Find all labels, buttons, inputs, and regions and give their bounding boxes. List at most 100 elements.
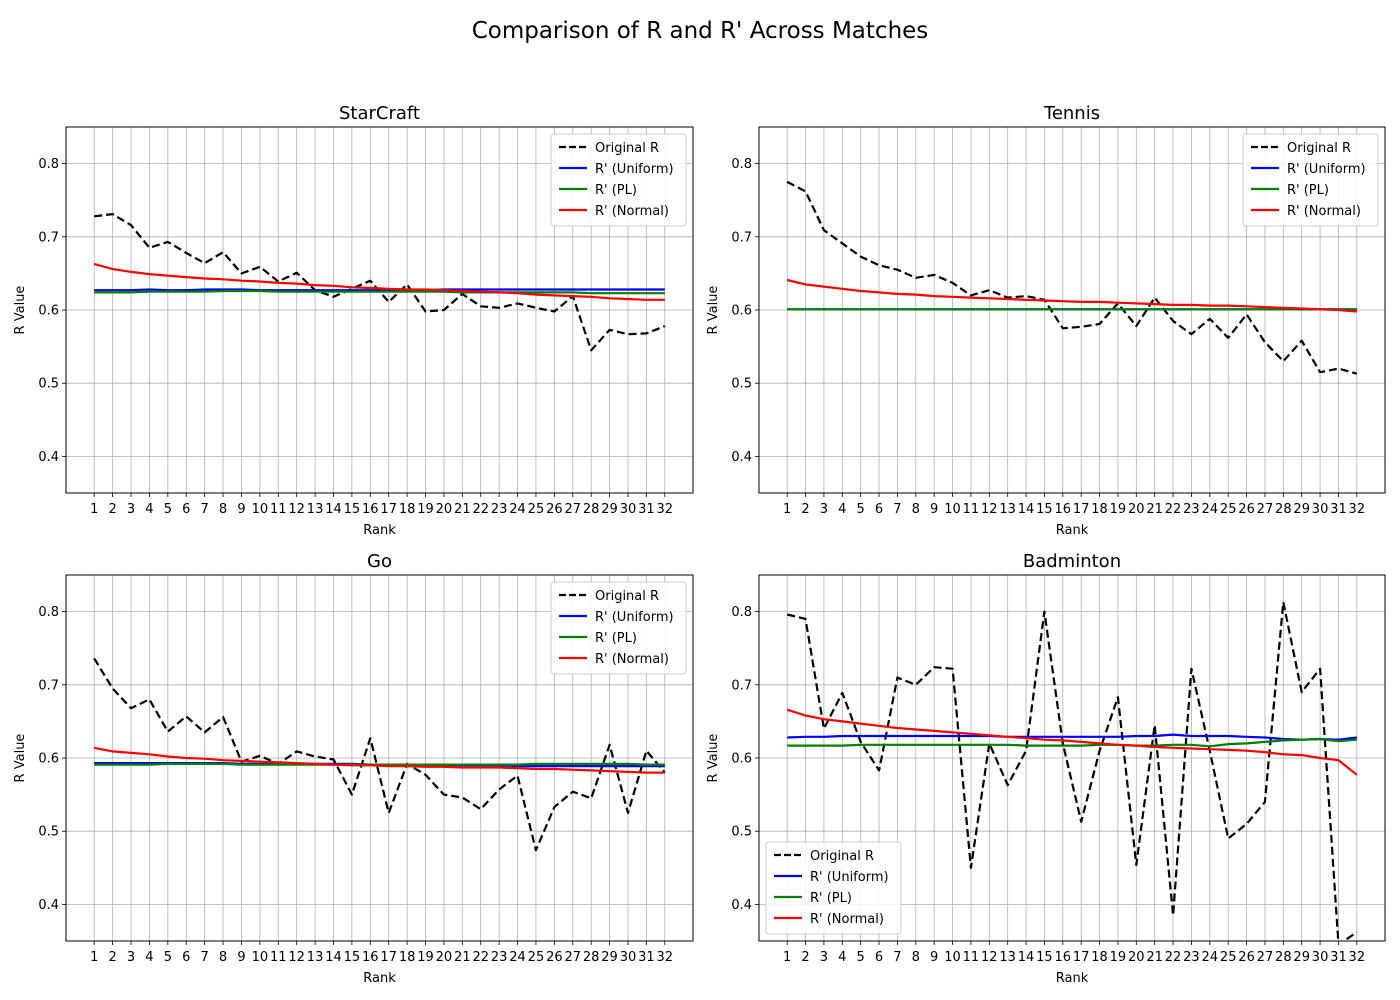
x-tick-label: 5 (857, 950, 865, 965)
series-line-r-normal (786, 278, 1357, 313)
x-tick-label: 27 (564, 502, 581, 517)
legend-label: Original R (810, 849, 874, 864)
x-tick-label: 16 (1055, 950, 1072, 965)
x-tick-label: 20 (1128, 950, 1145, 965)
x-tick-label: 17 (380, 502, 397, 517)
x-tick-label: 20 (436, 950, 453, 965)
chart-title: Go (367, 551, 392, 572)
x-tick-label: 24 (1202, 950, 1219, 965)
x-tick-label: 9 (237, 502, 245, 517)
x-tick-label: 9 (237, 950, 245, 965)
x-ticks: 1 2 3 4 5 6 7 8 9 10 11 12 13 14 15 16 17 18 19 20 21 22 23 24 2… (783, 941, 1365, 965)
x-tick-label: 22 (472, 502, 489, 517)
x-tick-label: 4 (838, 502, 846, 517)
series-group (786, 600, 1358, 941)
x-tick-label: 18 (1091, 950, 1108, 965)
legend-label: R' (Normal) (810, 912, 884, 927)
x-tick-label: 10 (944, 950, 961, 965)
x-tick-label: 1 (783, 950, 791, 965)
chart-tennis: 1 2 3 4 5 6 7 8 9 10 11 12 13 14 15 16 17 18 19 20 21 22 23 24 2… (706, 103, 1386, 538)
series-line-r-normal (93, 746, 665, 774)
y-tick-label: 0.6 (731, 304, 752, 319)
x-tick-label: 29 (601, 950, 618, 965)
x-tick-label: 25 (1220, 502, 1237, 517)
y-axis-label: R Value (13, 286, 28, 335)
x-tick-label: 20 (1128, 502, 1145, 517)
x-axis-label: Rank (363, 523, 396, 538)
x-tick-label: 12 (288, 950, 305, 965)
x-tick-label: 19 (1110, 950, 1127, 965)
x-tick-label: 31 (1330, 502, 1347, 517)
x-tick-label: 31 (638, 502, 655, 517)
x-ticks: 1 2 3 4 5 6 7 8 9 10 11 12 13 14 15 16 17 18 19 20 21 22 23 24 2… (90, 493, 673, 517)
chart-title: StarCraft (339, 103, 420, 124)
x-tick-label: 26 (546, 502, 563, 517)
legend-label: Original R (595, 141, 659, 156)
x-tick-label: 12 (981, 950, 998, 965)
x-tick-label: 27 (564, 950, 581, 965)
x-tick-label: 1 (783, 502, 791, 517)
x-tick-label: 4 (145, 950, 153, 965)
legend-box (550, 581, 687, 675)
x-tick-label: 8 (912, 502, 920, 517)
x-tick-label: 29 (1293, 502, 1310, 517)
x-tick-label: 13 (999, 502, 1016, 517)
legend-label: R' (PL) (595, 631, 637, 646)
x-tick-label: 17 (380, 950, 397, 965)
y-tick-label: 0.7 (731, 678, 752, 693)
x-tick-label: 13 (307, 950, 324, 965)
legend-label: R' (Normal) (595, 652, 669, 667)
x-axis-label: Rank (1056, 971, 1089, 986)
legend-label: R' (Uniform) (595, 610, 674, 625)
x-tick-label: 4 (838, 950, 846, 965)
x-tick-label: 32 (1349, 950, 1366, 965)
legend-label: R' (PL) (1287, 183, 1329, 198)
x-tick-label: 14 (325, 502, 342, 517)
x-tick-label: 30 (620, 502, 637, 517)
x-tick-label: 29 (1293, 950, 1310, 965)
x-tick-label: 2 (108, 950, 116, 965)
x-ticks: 1 2 3 4 5 6 7 8 9 10 11 12 13 14 15 16 17 18 19 20 21 22 23 24 2… (783, 493, 1365, 517)
x-tick-label: 15 (344, 950, 361, 965)
x-tick-label: 15 (1036, 950, 1053, 965)
x-tick-label: 23 (491, 502, 508, 517)
y-tick-label: 0.8 (731, 605, 752, 620)
x-tick-label: 30 (1312, 950, 1329, 965)
x-tick-label: 10 (944, 502, 961, 517)
x-tick-label: 7 (893, 950, 901, 965)
x-tick-label: 26 (1238, 502, 1255, 517)
x-tick-label: 15 (344, 502, 361, 517)
x-tick-label: 1 (90, 950, 98, 965)
x-tick-label: 19 (417, 502, 434, 517)
x-tick-label: 31 (1330, 950, 1347, 965)
x-tick-label: 22 (472, 950, 489, 965)
legend-label: R' (Uniform) (595, 162, 674, 177)
x-tick-label: 19 (1110, 502, 1127, 517)
x-tick-label: 30 (620, 950, 637, 965)
y-tick-label: 0.4 (38, 450, 59, 465)
series-line-r-normal (786, 708, 1358, 776)
legend: Original R R' (Uniform) R' (PL) R' (Normal) (765, 841, 902, 935)
legend-label: R' (PL) (810, 891, 852, 906)
x-tick-label: 11 (963, 502, 980, 517)
x-tick-label: 18 (1091, 502, 1108, 517)
y-tick-label: 0.7 (731, 230, 752, 245)
x-tick-label: 10 (252, 502, 269, 517)
figure-title: Comparison of R and R' Across Matches (472, 18, 929, 44)
x-tick-label: 25 (528, 950, 545, 965)
y-tick-label: 0.4 (38, 898, 59, 913)
x-tick-label: 30 (1312, 502, 1329, 517)
x-tick-label: 11 (270, 502, 287, 517)
chart-badminton: 1 2 3 4 5 6 7 8 9 10 11 12 13 14 15 16 17 18 19 20 21 22 23 24 2… (706, 551, 1386, 986)
y-tick-label: 0.8 (731, 157, 752, 172)
chart-title: Tennis (1043, 103, 1100, 124)
x-tick-label: 27 (1257, 502, 1274, 517)
y-axis-label: R Value (706, 286, 721, 335)
x-tick-label: 23 (1183, 950, 1200, 965)
x-tick-label: 17 (1073, 502, 1090, 517)
x-tick-label: 4 (145, 502, 153, 517)
legend: Original R R' (Uniform) R' (PL) R' (Normal) (550, 133, 687, 227)
x-tick-label: 3 (820, 502, 828, 517)
